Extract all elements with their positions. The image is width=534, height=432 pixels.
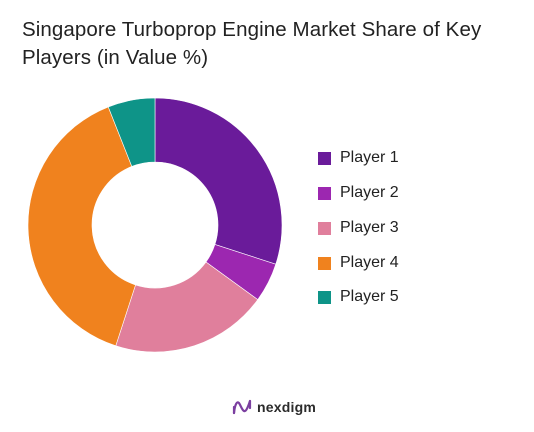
legend-item-player-3: Player 3 xyxy=(318,218,399,238)
legend-label: Player 1 xyxy=(340,149,399,166)
donut-slice-player-5 xyxy=(107,97,156,167)
legend-label: Player 2 xyxy=(340,184,399,201)
legend-item-player-4: Player 4 xyxy=(318,253,399,273)
brand-name: nexdigm xyxy=(257,399,316,415)
legend-swatch xyxy=(318,290,331,304)
donut-slice-player-4 xyxy=(27,106,136,347)
brand-logo: nexdigm xyxy=(232,397,316,417)
donut-slice-player-1 xyxy=(154,97,283,265)
nexdigm-logo-icon xyxy=(232,399,252,415)
legend-item-player-2: Player 2 xyxy=(318,183,399,203)
legend-label: Player 3 xyxy=(340,219,399,236)
legend-swatch xyxy=(318,151,331,165)
legend-item-player-5: Player 5 xyxy=(318,287,399,307)
chart-title: Singapore Turboprop Engine Market Share … xyxy=(22,18,482,69)
legend-item-player-1: Player 1 xyxy=(318,148,399,168)
legend-label: Player 5 xyxy=(340,288,399,305)
legend-label: Player 4 xyxy=(340,254,399,271)
legend-swatch xyxy=(318,256,331,270)
donut-slice-player-3 xyxy=(115,261,259,353)
legend-swatch xyxy=(318,186,331,200)
legend-swatch xyxy=(318,221,331,235)
